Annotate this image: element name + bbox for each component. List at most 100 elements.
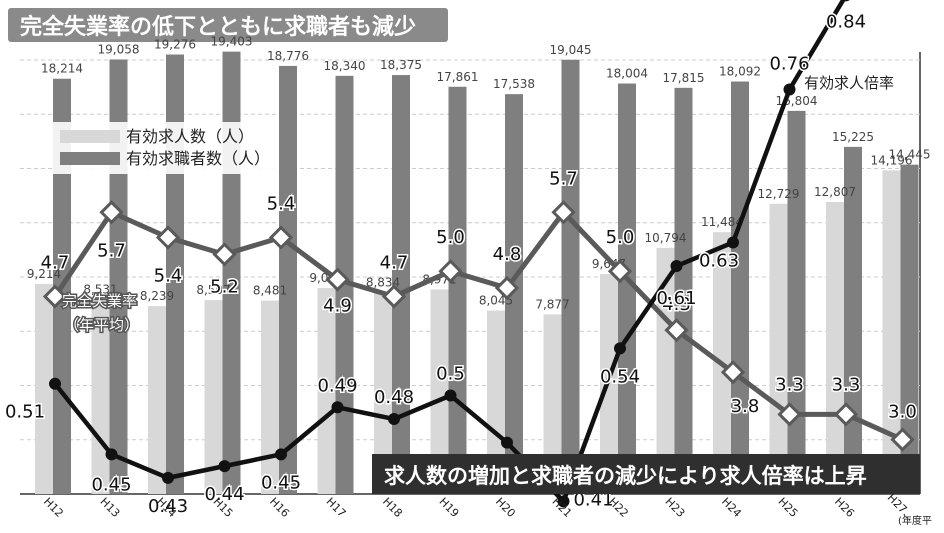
ratio-point: [670, 260, 683, 273]
bar-labels: 9,214 18,214 8,531 19,058 8,239 19,276 8,507 19…: [27, 35, 931, 312]
bar-label-openings: 7,877: [535, 297, 569, 311]
ratio-value-label: 0.44: [204, 484, 244, 505]
ratio-line: [53, 0, 846, 504]
unemployment-value-label: 4.3: [662, 294, 691, 315]
unemployment-value-label: 3.8: [731, 396, 760, 417]
ratio-value-label: 0.48: [374, 387, 414, 408]
ratio-value-label: 0.5: [436, 364, 465, 385]
bar-seekers: [448, 86, 467, 495]
ratio-value-label: 0.49: [317, 375, 357, 396]
bar-seekers: [279, 65, 297, 495]
bar-label-seekers: 19,403: [211, 35, 253, 49]
ratio-value-label: 0.43: [148, 496, 188, 517]
banner-background: [372, 454, 920, 494]
bar-seekers: [561, 59, 580, 495]
x-tick-label: H20: [493, 495, 518, 520]
ratio-value-label: 0.45: [91, 474, 131, 495]
legend-openings: 有効求人数（人）: [126, 127, 254, 146]
bar-label-openings: 11,484: [701, 215, 743, 229]
legend-swatch-seekers: [60, 152, 120, 165]
bar-seekers: [505, 94, 523, 494]
unemployment-point: [42, 284, 68, 309]
unemployment-value-label: 5.0: [606, 227, 635, 248]
x-tick-label: H25: [776, 495, 801, 520]
unemployment-value-label: 3.3: [832, 374, 861, 395]
bar-openings: [882, 170, 901, 494]
bar-openings: [487, 310, 505, 494]
title-background: [8, 8, 448, 42]
unemployment-value-label: 4.7: [41, 252, 70, 273]
ratio-point: [275, 448, 287, 461]
ratio-value-label: 0.76: [769, 53, 809, 74]
unemployment-value-label: 4.7: [380, 252, 409, 273]
x-tick-label: H24: [719, 495, 744, 520]
bar-label-openings: 12,807: [814, 185, 856, 199]
x-tick-label: H19: [437, 495, 462, 520]
bar-openings: [656, 247, 675, 494]
bar-label-openings: 14,196: [871, 153, 913, 167]
bar-seekers: [674, 87, 693, 495]
bar-openings: [769, 203, 788, 494]
unemployment-value-label: 5.0: [436, 227, 465, 248]
bar-label-seekers: 17,538: [493, 77, 535, 91]
x-tick-label: H17: [324, 495, 349, 520]
lines: [42, 0, 915, 508]
bar-seekers: [900, 164, 919, 495]
bar-seekers: [787, 110, 806, 494]
bar-openings: [826, 202, 844, 494]
unemployment-point: [607, 259, 633, 284]
ratio-value-label: 0.61: [656, 288, 696, 309]
ratio-value-label: 0.54: [600, 366, 640, 387]
bar-seekers: [335, 75, 354, 495]
unemployment-value-label: 5.7: [549, 168, 578, 189]
unemployment-point: [212, 242, 237, 267]
x-tick-label: H12: [41, 495, 66, 520]
bar-label-openings: 8,531: [83, 282, 117, 296]
bar-label-openings: 8,507: [196, 283, 230, 297]
unemployment-point: [381, 284, 407, 309]
x-tick-label: H21: [550, 495, 575, 520]
bar-label-openings: 12,729: [758, 187, 800, 201]
bar-label-seekers: 18,375: [380, 58, 422, 72]
unemployment-value-label: 4.8: [493, 244, 522, 265]
ratio-point: [842, 0, 850, 2]
ratio-point: [388, 413, 400, 426]
bar-label-seekers: 17,861: [437, 70, 479, 84]
x-tick-label: H18: [380, 495, 405, 520]
bar-label-openings: 8,481: [253, 284, 287, 298]
bar-openings: [317, 288, 336, 494]
bar-seekers: [392, 75, 410, 495]
bar-label-seekers: 15,225: [832, 130, 874, 144]
unemployment-point: [155, 225, 181, 250]
unemployment-point: [720, 360, 746, 385]
ratio-point: [783, 83, 796, 96]
ratio-value-label: 0.51: [5, 402, 45, 423]
bar-label-seekers: 18,214: [41, 62, 83, 76]
unemployment-value-label: 5.2: [210, 276, 239, 297]
unemployment-value-label: 3.3: [775, 374, 804, 395]
bar-openings: [261, 300, 279, 494]
legend-swatch-openings: [60, 130, 120, 143]
ratio-point: [218, 460, 231, 473]
bar-label-openings: 8,239: [140, 289, 174, 303]
bar-label-seekers: 19,276: [154, 38, 196, 52]
unemployment-value-label: 4.9: [323, 296, 352, 317]
bar-label-seekers: 19,058: [98, 42, 140, 56]
ratio-label: 有効求人倍率: [804, 74, 894, 92]
legend-seekers: 有効求職者数（人）: [126, 149, 270, 168]
bar-openings: [148, 306, 166, 494]
ratio-value-label: 0.84: [826, 11, 866, 32]
bar-label-openings: 10,794: [645, 231, 687, 245]
x-tick-label: H16: [267, 495, 292, 520]
unemployment-value-label: 5.7: [97, 240, 126, 261]
bar-label-seekers: 14,445: [889, 148, 931, 162]
ratio-value-label: 0.63: [699, 250, 739, 271]
ratio-point: [444, 389, 457, 402]
unemployment-point: [438, 259, 463, 284]
x-tick-label: H26: [832, 495, 857, 520]
bar-openings: [430, 289, 449, 494]
x-tick-label: H23: [663, 495, 688, 520]
bar-openings: [35, 283, 53, 494]
ratio-point: [105, 448, 118, 461]
unemployment-point: [551, 200, 576, 225]
